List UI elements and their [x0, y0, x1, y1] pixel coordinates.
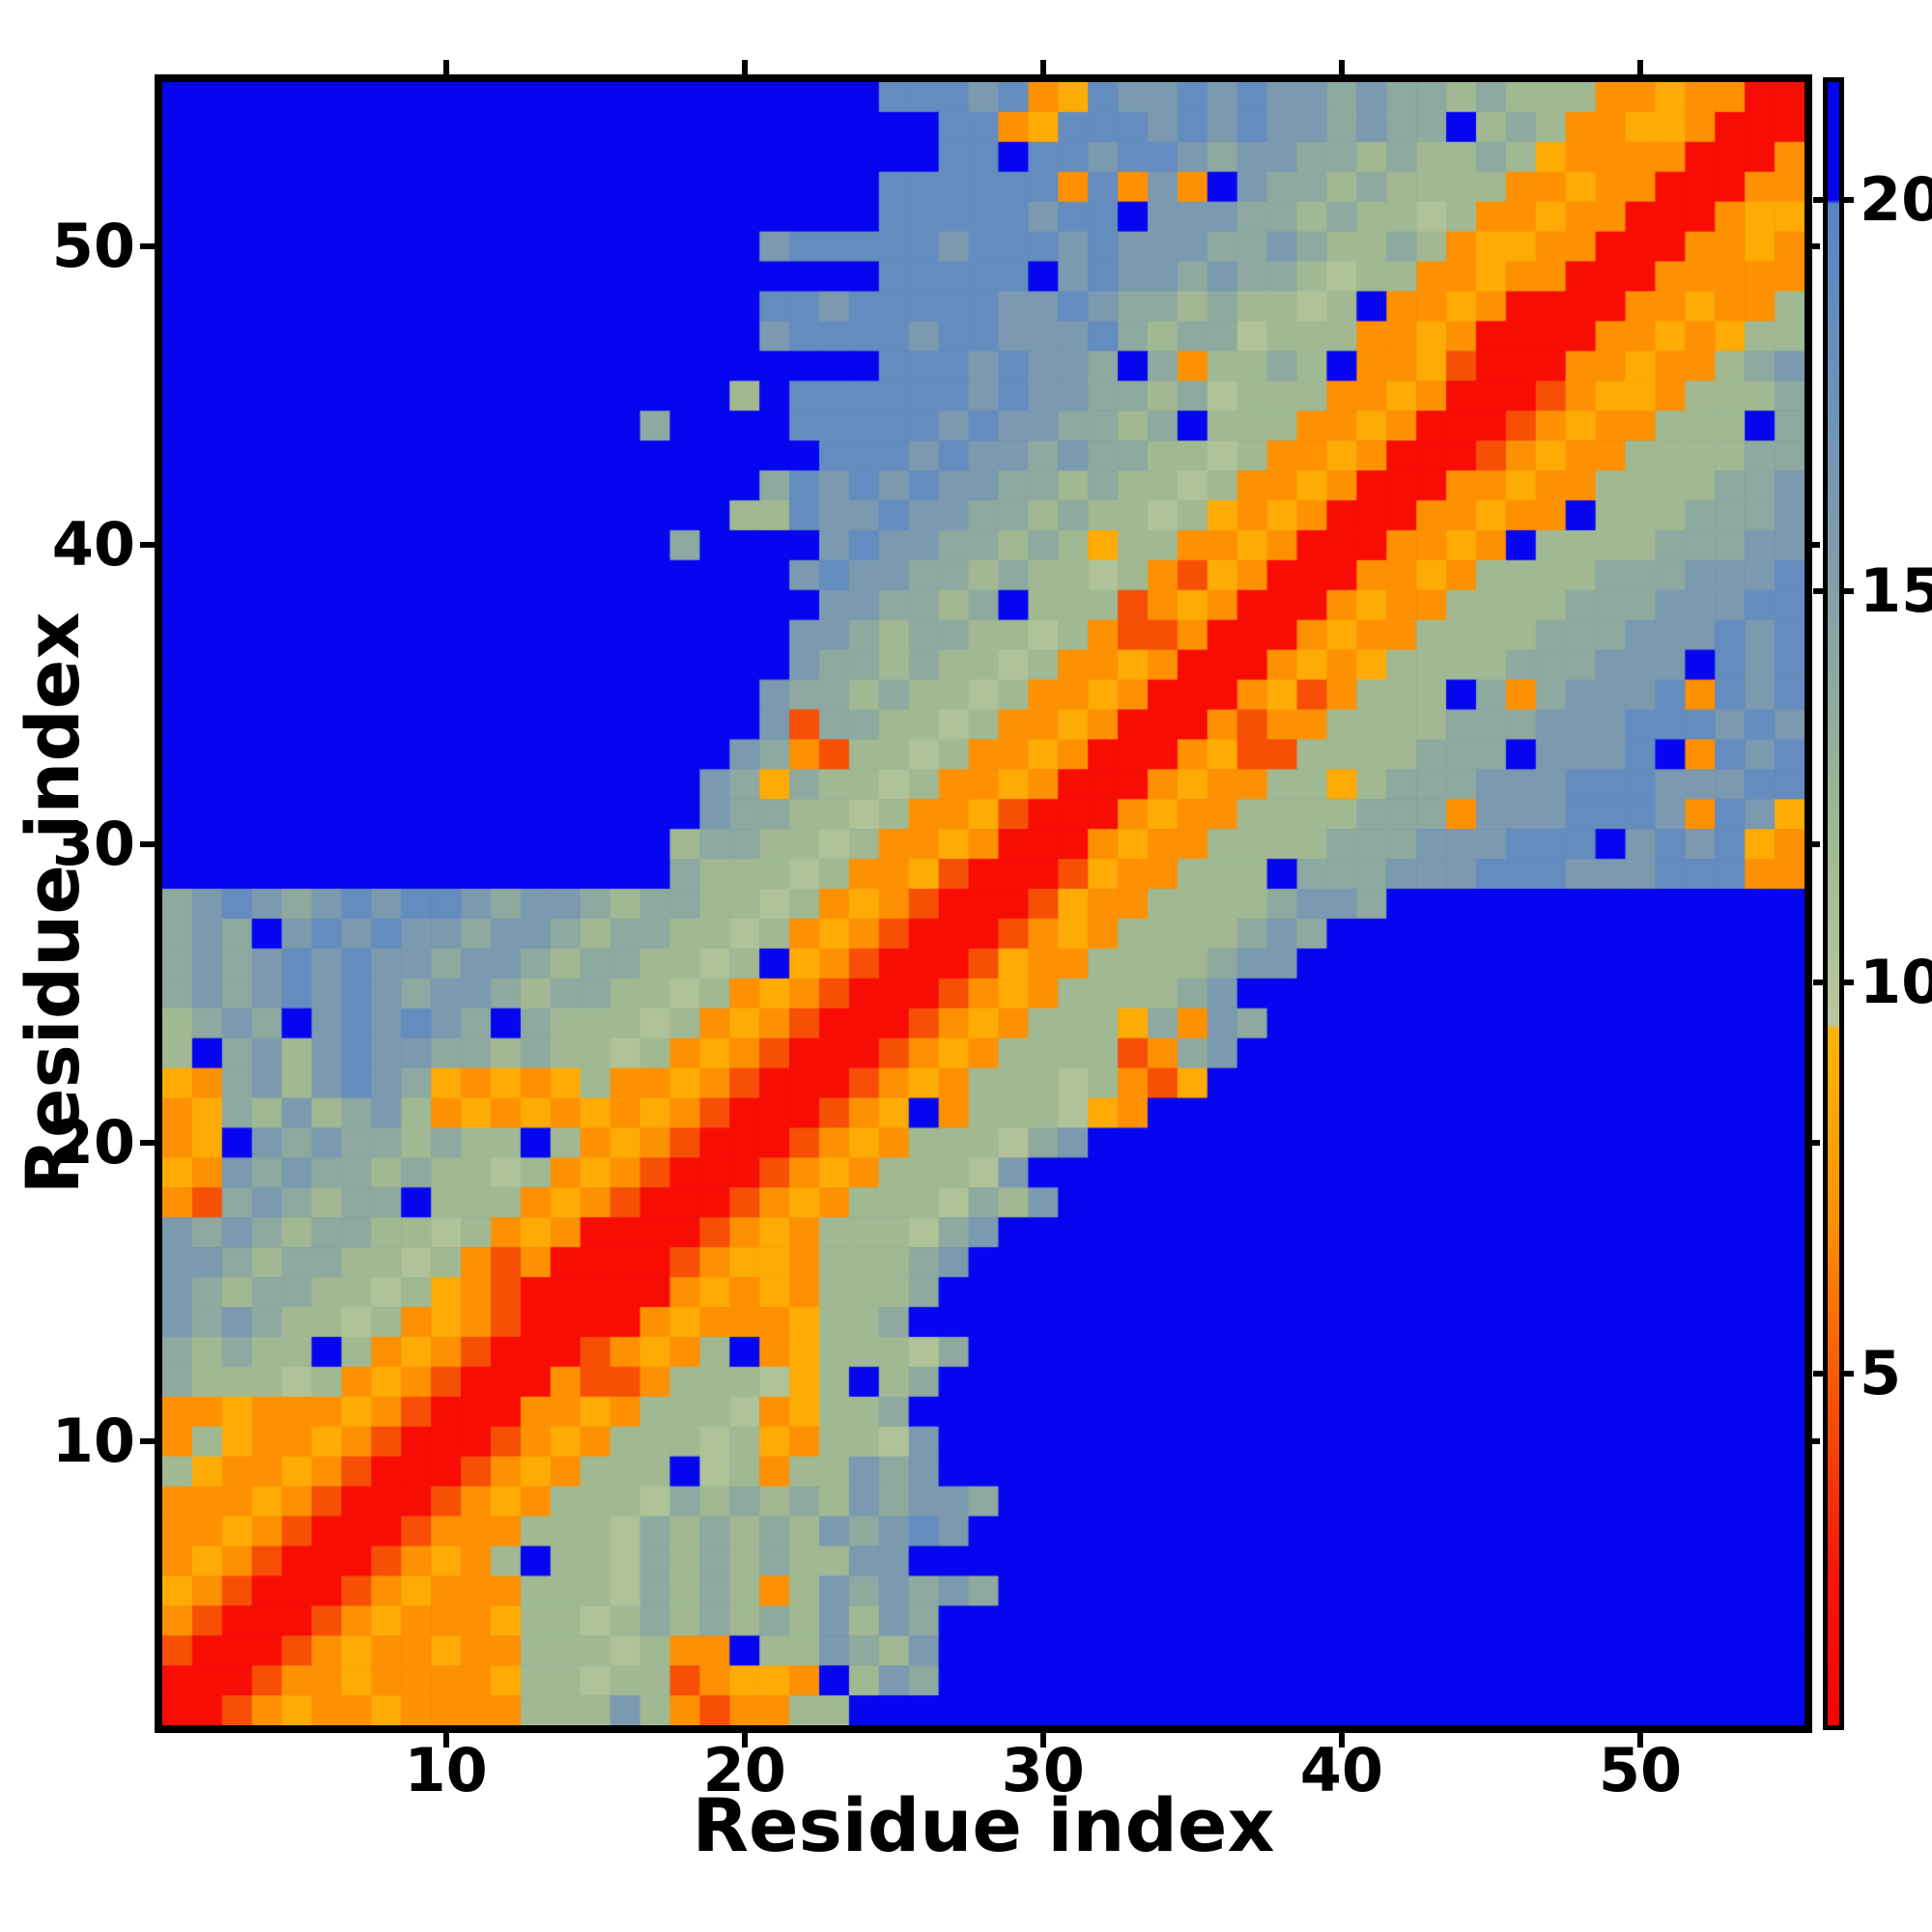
x-tick-label: 10: [404, 1735, 488, 1805]
colorbar-tick-label: 20: [1860, 163, 1932, 235]
colorbar-tick-right: [1844, 196, 1854, 203]
x-tick-top: [1637, 60, 1643, 74]
colorbar-tick-label: 10: [1860, 946, 1932, 1017]
y-tick-label: 10: [51, 1406, 135, 1477]
y-tick-right: [1812, 1139, 1820, 1146]
heatmap-canvas: [162, 82, 1804, 1725]
y-tick-right: [1812, 243, 1820, 250]
x-tick-bottom: [1039, 1733, 1046, 1747]
x-tick-top: [741, 60, 748, 74]
colorbar-tick-left: [1813, 1370, 1823, 1377]
x-tick-top: [1338, 60, 1345, 74]
x-axis-title: Residue index: [692, 1782, 1275, 1868]
x-tick-top: [442, 60, 449, 74]
y-tick-right: [1812, 840, 1820, 847]
x-tick-top: [1039, 60, 1046, 74]
y-tick-left: [140, 542, 155, 549]
y-tick-left: [140, 840, 155, 847]
x-tick-bottom: [741, 1733, 748, 1747]
colorbar-tick-left: [1813, 196, 1823, 203]
y-tick-left: [140, 243, 155, 250]
x-tick-bottom: [442, 1733, 449, 1747]
x-tick-label: 20: [702, 1735, 786, 1805]
colorbar-tick-label: 5: [1860, 1337, 1902, 1408]
y-tick-label: 20: [51, 1106, 135, 1178]
colorbar-frame: [1823, 77, 1844, 1730]
colorbar-tick-right: [1844, 1370, 1854, 1377]
y-tick-right: [1812, 1438, 1820, 1445]
y-tick-label: 30: [51, 808, 135, 879]
y-tick-left: [140, 1139, 155, 1146]
x-tick-bottom: [1338, 1733, 1345, 1747]
x-tick-label: 40: [1299, 1735, 1384, 1805]
x-tick-label: 50: [1598, 1735, 1683, 1805]
y-tick-left: [140, 1438, 155, 1445]
y-tick-label: 40: [51, 509, 135, 581]
colorbar-tick-left: [1813, 587, 1823, 594]
colorbar-tick-right: [1844, 587, 1854, 594]
y-tick-right: [1812, 542, 1820, 549]
colorbar-tick-right: [1844, 979, 1854, 985]
colorbar-gradient: [1828, 82, 1839, 1725]
y-tick-label: 50: [51, 211, 135, 282]
x-tick-bottom: [1637, 1733, 1643, 1747]
colorbar-tick-left: [1813, 979, 1823, 985]
x-tick-label: 30: [1001, 1735, 1085, 1805]
colorbar-tick-label: 15: [1860, 554, 1932, 626]
